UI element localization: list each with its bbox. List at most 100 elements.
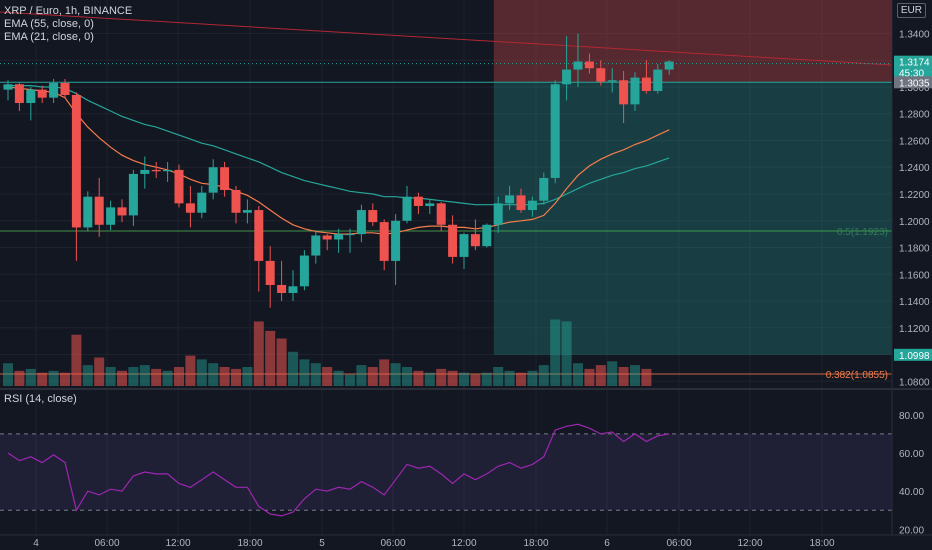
volume-bar: [71, 334, 82, 386]
candle-body: [3, 84, 13, 90]
candle-body: [140, 169, 150, 174]
time-tick-label: 6: [604, 538, 610, 549]
ema55-legend[interactable]: EMA (55, close, 0): [4, 18, 94, 30]
candle-body: [448, 224, 458, 257]
volume-bar: [630, 365, 640, 386]
rsi-band: [0, 433, 892, 511]
candle-body: [425, 203, 435, 207]
volume-bar: [538, 365, 549, 386]
volume-bar: [37, 372, 48, 386]
volume-bar: [310, 363, 321, 386]
candle-body: [391, 220, 401, 261]
volume-bar: [367, 367, 378, 386]
fib-label: 0.382(1.0855): [826, 370, 888, 381]
price-tick-label: 1.2800: [899, 110, 930, 121]
volume-bar: [356, 365, 367, 386]
candle-body: [641, 77, 651, 91]
volume-bar: [561, 321, 572, 386]
candle-body: [311, 235, 321, 256]
price-tick-label: 1.1400: [899, 297, 930, 308]
volume-bar: [504, 370, 515, 386]
candle-body: [288, 286, 298, 294]
candle-body: [562, 69, 572, 85]
volume-bar: [436, 368, 447, 386]
volume-bar: [516, 372, 526, 386]
candle-body: [185, 203, 195, 213]
candle-body: [459, 234, 469, 257]
candle-body: [231, 189, 241, 213]
stop-loss-zone: [493, 0, 892, 83]
rsi-tick-label: 20.00: [899, 525, 924, 536]
price-tick-label: 1.2000: [899, 217, 930, 228]
price-tag: [894, 348, 932, 361]
price-tick-label: 1.2600: [899, 136, 930, 147]
price-tag: [894, 55, 932, 80]
candle-body: [596, 68, 606, 82]
candle-body: [277, 284, 287, 294]
currency-label[interactable]: EUR: [896, 3, 926, 18]
volume-bar: [231, 368, 241, 386]
candle-body: [208, 167, 218, 193]
candle-body: [128, 173, 138, 216]
volume-bar: [424, 372, 435, 386]
volume-bar: [299, 359, 310, 386]
candle-body: [356, 210, 366, 235]
volume-bar: [265, 330, 276, 386]
time-tick-label: 12:00: [165, 538, 190, 549]
volume-bar: [105, 367, 116, 386]
candle-body: [436, 203, 446, 225]
time-tick-label: 06:00: [666, 538, 691, 549]
candle-body: [482, 224, 492, 247]
candle-body: [174, 169, 184, 204]
candle-body: [163, 169, 173, 172]
volume-bar: [185, 355, 196, 386]
symbol-title[interactable]: XRP / Euro, 1h, BINANCE: [4, 5, 133, 17]
candle-body: [60, 82, 70, 95]
time-tick-label: 18:00: [809, 538, 834, 549]
candle-body: [322, 235, 332, 240]
volume-bar: [470, 374, 481, 386]
volume-bar: [459, 372, 469, 386]
price-tick-label: 1.0800: [899, 377, 930, 388]
volume-bar: [447, 370, 458, 386]
volume-bar: [196, 359, 207, 386]
take-profit-zone: [493, 82, 892, 355]
candle-body: [516, 195, 526, 211]
price-tag-label: 1.0998: [899, 351, 930, 362]
volume-bar: [25, 368, 36, 386]
volume-bar: [595, 365, 606, 386]
volume-bar: [242, 367, 253, 386]
price-tick-label: 1.1600: [899, 270, 930, 281]
time-tick-label: 5: [319, 538, 325, 549]
volume-bar: [402, 367, 412, 386]
rsi-legend[interactable]: RSI (14, close): [4, 393, 77, 405]
volume-bar: [345, 374, 355, 386]
volume-bar: [208, 363, 219, 386]
volume-bar: [48, 370, 59, 386]
volume-bar: [584, 368, 595, 386]
candle-body: [94, 196, 104, 225]
candle-body: [505, 195, 515, 204]
price-tag-label: 1.3035: [899, 78, 930, 89]
volume-bar: [14, 370, 25, 386]
candle-body: [71, 94, 81, 228]
volume-bar: [60, 372, 70, 386]
volume-bar: [607, 361, 618, 386]
volume-bar: [322, 367, 333, 386]
candle-body: [630, 77, 640, 105]
candle-body: [242, 210, 252, 213]
candle-body: [106, 207, 116, 225]
time-tick-label: 12:00: [737, 538, 762, 549]
time-tick-label: 06:00: [380, 538, 405, 549]
volume-bar: [139, 365, 150, 386]
price-tick-label: 1.1800: [899, 244, 930, 255]
volume-bar: [82, 365, 93, 386]
volume-bar: [333, 370, 344, 386]
price-tick-label: 1.1200: [899, 324, 930, 335]
trendline: [0, 11, 893, 66]
volume-bar: [527, 370, 538, 386]
ema21-legend[interactable]: EMA (21, close, 0): [4, 31, 94, 43]
candle-body: [151, 169, 161, 172]
candle-body: [527, 200, 537, 211]
